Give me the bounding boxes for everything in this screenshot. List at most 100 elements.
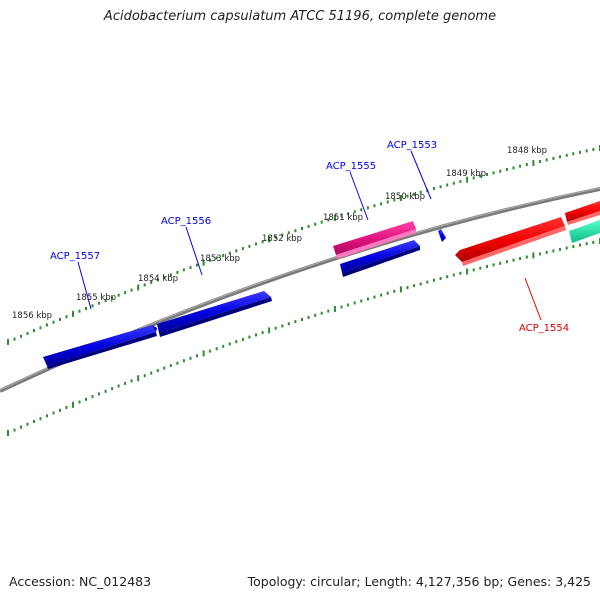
inner-ruler-tick [72, 401, 74, 408]
outer-ruler-tick [479, 174, 482, 178]
outer-ruler-tick [406, 194, 409, 198]
inner-ruler-tick [545, 250, 548, 254]
outer-ruler-tick [314, 222, 317, 226]
outer-ruler-tick [261, 240, 264, 244]
outer-ruler-tick [176, 270, 179, 274]
inner-ruler-tick [472, 268, 475, 272]
outer-ruler-tick [393, 198, 396, 202]
outer-ruler-tick [552, 156, 555, 160]
outer-ruler-tick [340, 214, 343, 218]
inner-kbp-ruler [7, 238, 600, 436]
inner-ruler-tick [592, 240, 595, 244]
outer-ruler-tick [320, 220, 323, 224]
outer-ruler-tick [98, 301, 100, 305]
outer-ruler-tick [46, 323, 48, 327]
inner-ruler-tick [124, 381, 127, 385]
outer-ruler-tick [499, 169, 502, 173]
outer-ruler-tick [59, 317, 61, 321]
outer-ruler-tick [281, 233, 284, 237]
inner-ruler-tick [525, 255, 528, 259]
outer-ruler-tick [592, 147, 595, 151]
inner-ruler-tick [13, 428, 16, 432]
inner-ruler-tick [163, 366, 166, 370]
inner-ruler-tick [235, 340, 238, 344]
inner-ruler-tick [182, 359, 185, 363]
gene-label-acp-1553[interactable]: ACP_1553 [387, 140, 437, 151]
feature-block-pink[interactable] [333, 221, 416, 259]
inner-ruler-tick [585, 242, 588, 246]
outer-ruler-tick [241, 247, 244, 251]
gene-arrow-acp-1555[interactable] [340, 240, 420, 277]
outer-ruler-tick [169, 273, 172, 277]
outer-ruler-tick [366, 206, 369, 210]
inner-ruler-tick [209, 349, 212, 353]
inner-ruler-tick [399, 286, 402, 293]
inner-ruler-tick [406, 286, 409, 290]
outer-ruler-tick [512, 166, 515, 170]
gene-label-acp-1554[interactable]: ACP_1554 [519, 323, 569, 334]
outer-ruler-tick [235, 249, 238, 253]
gene-arrow-right-edge[interactable] [565, 201, 600, 225]
feature-block-teal[interactable] [569, 220, 600, 243]
leader-acp-1553 [410, 150, 432, 200]
inner-ruler-tick [532, 252, 535, 259]
kbp-label-1848: 1848 kbp [507, 146, 547, 156]
outer-ruler-tick [307, 224, 310, 228]
outer-ruler-tick [459, 180, 462, 183]
inner-ruler-tick [539, 252, 542, 256]
outer-ruler-tick [452, 181, 455, 185]
inner-ruler-tick [130, 379, 133, 383]
inner-ruler-tick [380, 293, 383, 297]
inner-ruler-tick [452, 273, 455, 277]
kbp-label-1856: 1856 kbp [12, 311, 52, 321]
gene-arrow-acp-1557[interactable] [43, 325, 157, 369]
inner-ruler-tick [366, 297, 369, 301]
kbp-label-1855: 1855 kbp [76, 293, 116, 303]
inner-ruler-tick [176, 361, 179, 365]
gene-label-acp-1555[interactable]: ACP_1555 [326, 161, 376, 172]
inner-ruler-tick [505, 260, 508, 264]
inner-ruler-tick [579, 243, 581, 247]
gene-arrow-acp-1556[interactable] [157, 291, 272, 337]
outer-ruler-tick [492, 171, 495, 175]
outer-ruler-tick [156, 278, 159, 282]
gene-arrow-acp-1554[interactable] [455, 217, 566, 266]
outer-ruler-tick [228, 251, 231, 255]
gene-label-acp-1557[interactable]: ACP_1557 [50, 251, 100, 262]
outer-ruler-tick [287, 231, 290, 235]
outer-ruler-tick [353, 210, 356, 214]
inner-ruler-tick [446, 275, 449, 279]
outer-ruler-tick [65, 315, 68, 319]
outer-ruler-tick [413, 192, 416, 196]
inner-ruler-tick [274, 326, 277, 330]
outer-ruler-tick [85, 307, 87, 310]
outer-ruler-tick [117, 293, 120, 297]
gene-arrow-acp-1553[interactable] [438, 229, 446, 242]
inner-ruler-tick [98, 392, 100, 396]
inner-ruler-tick [433, 278, 435, 282]
outer-ruler-tick [301, 227, 303, 230]
inner-ruler-tick [189, 356, 192, 360]
outer-ruler-tick [347, 212, 350, 216]
inner-ruler-tick [59, 408, 61, 412]
genome-backbone [0, 187, 600, 393]
kbp-label-1851: 1851 kbp [323, 213, 363, 223]
inner-ruler-tick [143, 374, 146, 378]
map-title: Acidobacterium capsulatum ATCC 51196, co… [103, 9, 497, 24]
inner-ruler-tick [373, 295, 376, 299]
outer-ruler-tick [268, 236, 271, 243]
inner-ruler-tick [459, 271, 462, 275]
inner-ruler-tick [519, 257, 522, 260]
inner-ruler-tick [492, 263, 495, 267]
inner-ruler-tick [419, 282, 422, 286]
inner-ruler-tick [33, 420, 35, 423]
gene-label-acp-1556[interactable]: ACP_1556 [161, 216, 211, 227]
outer-ruler-tick [486, 173, 488, 176]
genome-summary-text: Topology: circular; Length: 4,127,356 bp… [247, 574, 591, 589]
outer-ruler-tick [222, 254, 225, 257]
accession-text: Accession: NC_012483 [9, 574, 152, 589]
outer-ruler-tick [360, 208, 363, 212]
inner-ruler-tick [241, 337, 244, 341]
outer-ruler-tick [189, 266, 192, 269]
